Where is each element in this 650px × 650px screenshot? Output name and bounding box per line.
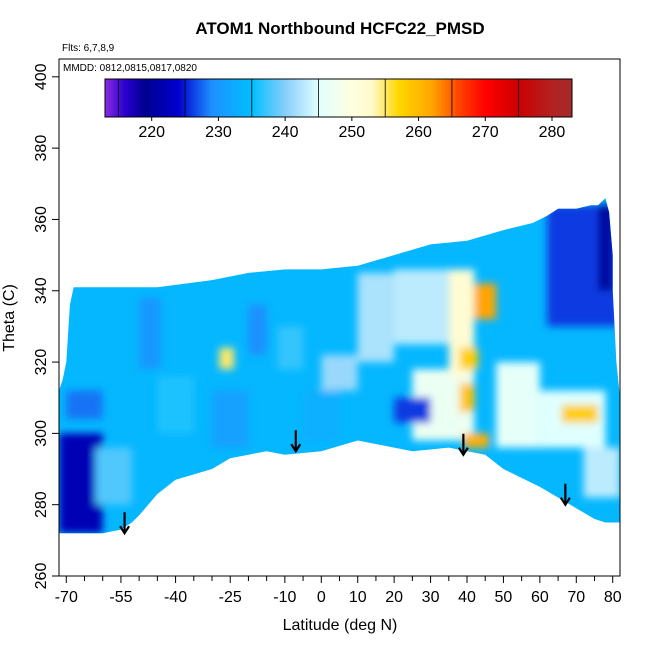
y-tick-label: 360 [33, 206, 50, 233]
y-axis: 260 280 300 320 340 360 380 400 [33, 63, 59, 589]
chart-title: ATOM1 Northbound HCFC22_PMSD [195, 19, 484, 38]
heatmap-region [459, 347, 478, 370]
flight-marker-arrow [457, 433, 469, 457]
heatmap-region [303, 390, 340, 441]
flight-marker-arrow [290, 430, 302, 454]
heatmap-region [321, 354, 358, 391]
x-tick-label: 40 [458, 589, 476, 606]
heatmap-region [357, 272, 395, 362]
heatmap-region [496, 362, 540, 448]
y-tick-label: 260 [33, 563, 50, 590]
x-tick-label: -40 [164, 589, 187, 606]
colorbar-tick-label: 230 [205, 124, 232, 141]
colorbar-tick-label: 240 [272, 124, 299, 141]
x-axis-label: Latitude (deg N) [283, 617, 398, 634]
x-tick-label: 10 [349, 589, 367, 606]
heatmap-region [394, 397, 431, 423]
x-tick-label: -25 [219, 589, 242, 606]
heatmap-region [95, 447, 132, 505]
heatmap-region [394, 269, 449, 345]
heatmap-region [66, 390, 103, 420]
x-tick-label: 50 [495, 589, 513, 606]
x-tick-label: 80 [604, 589, 622, 606]
heatmap-region [157, 376, 194, 434]
colorbar-tick-label: 260 [405, 124, 432, 141]
colorbar [104, 78, 573, 118]
x-tick-label: 0 [317, 589, 326, 606]
x-tick-label: -55 [109, 589, 132, 606]
heatmap-region [212, 390, 249, 448]
x-tick-label: 70 [567, 589, 585, 606]
y-tick-label: 400 [33, 63, 50, 90]
heatmap-region [598, 205, 613, 291]
x-tick-label: 30 [422, 589, 440, 606]
flight-marker-arrow [119, 512, 130, 536]
heatmap-region [583, 447, 620, 498]
colorbar-ticks: 220 230 240 250 260 270 280 [117, 79, 566, 141]
heatmap-region [139, 297, 161, 370]
flights-note: Flts: 6,7,8,9 [62, 43, 115, 54]
x-tick-label: -10 [273, 589, 296, 606]
heatmap-region [277, 326, 304, 370]
x-tick-label: -70 [55, 589, 78, 606]
y-tick-label: 280 [33, 491, 50, 518]
heatmap-region [219, 347, 234, 370]
x-tick-label: 20 [385, 589, 403, 606]
y-tick-label: 380 [33, 135, 50, 162]
heatmap-region [459, 383, 475, 412]
colorbar-tick-label: 270 [472, 124, 499, 141]
y-tick-label: 300 [33, 420, 50, 447]
colorbar-tick-label: 220 [138, 124, 165, 141]
heatmap-region [561, 404, 599, 423]
y-tick-label: 340 [33, 277, 50, 304]
regions-group [59, 205, 620, 534]
flight-marker-arrow [559, 483, 571, 507]
x-axis: -70 -55 -40 -25 -10 0 10 20 30 40 50 60 70 80 [55, 576, 622, 606]
dates-note: MMDD: 0812,0815,0817,0820 [63, 63, 197, 74]
y-tick-label: 320 [33, 349, 50, 376]
y-axis-label: Theta (C) [1, 284, 18, 352]
heatmap-region [248, 305, 267, 355]
colorbar-tick-label: 280 [539, 124, 566, 141]
flight-markers [119, 430, 571, 536]
heatmap-region [474, 283, 497, 320]
heatmap-region [463, 433, 489, 448]
colorbar-tick-label: 250 [338, 124, 365, 141]
x-tick-label: 60 [531, 589, 549, 606]
